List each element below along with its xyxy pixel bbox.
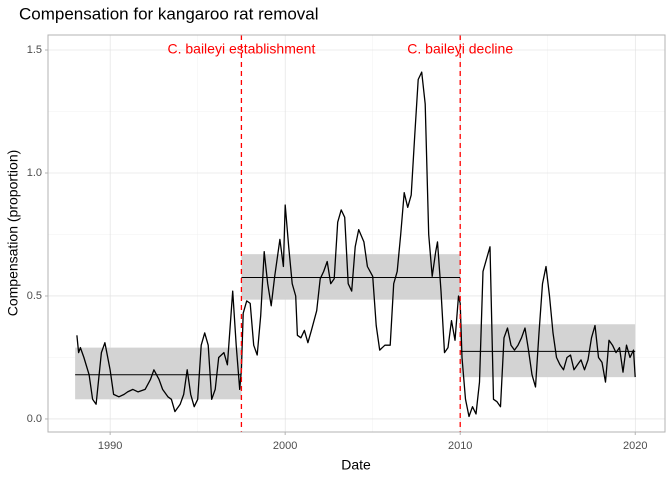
panel-border <box>47 34 666 433</box>
chart-title: Compensation for kangaroo rat removal <box>19 4 319 23</box>
event-label: C. baileyi establishment <box>167 41 315 57</box>
y-tick-label: 0.5 <box>27 290 42 302</box>
x-tick-label: 2000 <box>273 440 297 452</box>
y-tick-label: 0.0 <box>27 413 42 425</box>
x-axis-title: Date <box>341 457 371 473</box>
period-ribbon <box>75 347 242 400</box>
x-tick-label: 2010 <box>448 440 472 452</box>
y-tick-label: 1.0 <box>27 167 42 179</box>
period-ribbon <box>241 254 461 300</box>
y-tick-label: 1.5 <box>27 44 42 56</box>
x-tick-label: 2020 <box>623 440 647 452</box>
period-ribbon <box>460 324 636 378</box>
event-label: C. baileyi decline <box>407 41 513 57</box>
y-axis-title: Compensation (proportion) <box>5 150 21 317</box>
x-tick-label: 1990 <box>98 440 122 452</box>
series-line <box>76 71 636 418</box>
